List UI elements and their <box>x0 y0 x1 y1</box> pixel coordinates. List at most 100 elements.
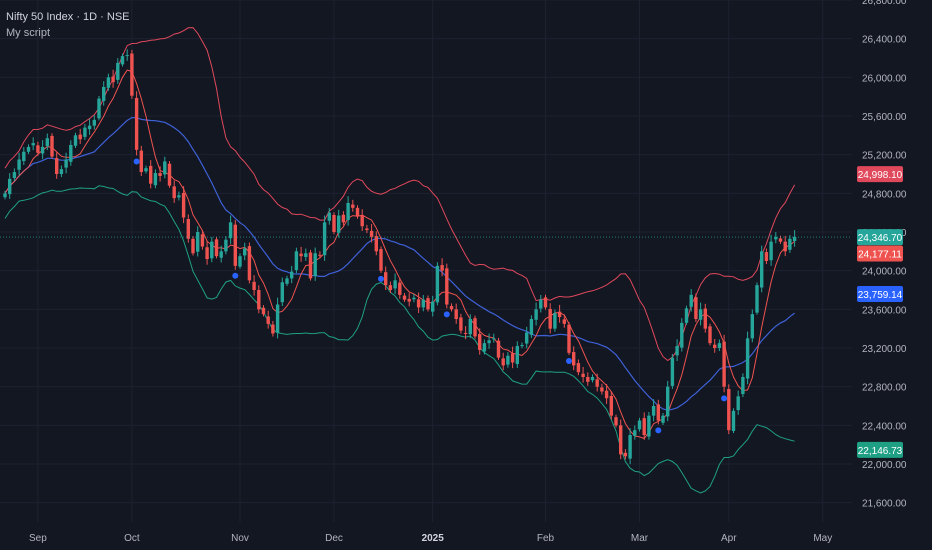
signal-dot <box>378 275 384 282</box>
candle-body <box>26 146 31 152</box>
candle-body <box>17 159 21 170</box>
candle-body <box>727 388 731 431</box>
candle-body <box>661 415 665 423</box>
candle-body <box>64 159 68 168</box>
candle-body <box>407 298 411 302</box>
candle-body <box>642 418 646 435</box>
candle-body <box>172 186 176 199</box>
candle-body <box>280 282 284 303</box>
candle-body <box>543 297 548 308</box>
x-tick-label: Sep <box>29 533 47 544</box>
candle-body <box>87 125 92 130</box>
candle-body <box>534 309 538 320</box>
candle-body <box>247 246 252 281</box>
signal-dot <box>721 395 728 402</box>
candle-body <box>487 340 491 344</box>
candle-body <box>614 417 618 426</box>
candle-body <box>656 404 660 421</box>
candle-body <box>633 430 637 436</box>
candle-body <box>398 282 402 295</box>
candle-body <box>783 241 787 252</box>
y-tick-label: 23,200.00 <box>862 344 907 355</box>
candle-body <box>139 150 143 173</box>
candle-body <box>191 238 195 254</box>
x-tick-label: Mar <box>631 533 649 544</box>
candle-body <box>379 249 383 271</box>
candle-body <box>31 143 35 146</box>
candle-body <box>708 326 712 344</box>
candle-body <box>604 390 609 399</box>
candle-body <box>468 319 472 335</box>
candle-body <box>120 56 125 65</box>
candle-body <box>271 324 275 334</box>
candle-body <box>177 195 181 198</box>
grid-lines <box>0 0 852 522</box>
candle-body <box>313 253 317 277</box>
candlesticks <box>3 49 797 465</box>
time-axis[interactable]: Sep Oct Nov Dec 2025 Feb Mar Apr May <box>29 533 832 544</box>
candle-body <box>196 232 200 252</box>
candle-body <box>623 452 628 457</box>
candle-body <box>482 343 487 352</box>
candle-body <box>327 212 331 221</box>
candle-body <box>590 377 595 381</box>
price-label-text: 23,759.14 <box>858 290 903 301</box>
price-label-text: 24,998.10 <box>858 170 903 181</box>
candle-body <box>651 406 656 416</box>
x-tick-label: May <box>813 533 832 544</box>
candle-body <box>506 355 510 365</box>
candle-body <box>576 363 581 373</box>
candle-body <box>224 239 228 252</box>
y-tick-label: 25,200.00 <box>862 151 907 162</box>
y-tick-label: 22,400.00 <box>862 421 907 432</box>
candle-body <box>515 346 519 365</box>
y-tick-label: 26,400.00 <box>862 35 907 46</box>
signal-dot <box>133 158 140 165</box>
candle-body <box>769 241 773 261</box>
candle-body <box>45 138 49 147</box>
y-tick-label: 21,600.00 <box>862 499 907 510</box>
price-axis[interactable]: 21,600.00 22,000.00 22,400.00 22,800.00 23,2… <box>862 0 907 510</box>
price-label-box <box>857 245 903 262</box>
candle-body <box>501 358 505 366</box>
candle-body <box>792 236 797 242</box>
indicator-name[interactable]: My script <box>6 27 50 39</box>
candle-body <box>628 435 632 459</box>
candle-body <box>233 224 237 266</box>
candle-body <box>698 309 703 320</box>
price-label-box <box>857 229 903 246</box>
x-tick-label: Apr <box>721 533 737 544</box>
candle-body <box>210 241 214 259</box>
candle-body <box>459 317 463 331</box>
x-tick-label: 2025 <box>422 533 445 544</box>
upper-band-line <box>4 27 796 362</box>
y-tick-label: 23,600.00 <box>862 305 907 316</box>
candle-body <box>510 353 515 363</box>
candle-body <box>40 146 45 154</box>
candle-body <box>369 230 374 237</box>
candle-body <box>3 193 7 198</box>
y-tick-label: 24,800.00 <box>862 189 907 200</box>
candle-body <box>158 173 162 176</box>
signal-dot <box>232 272 239 279</box>
candle-body <box>285 278 289 284</box>
candle-body <box>228 222 233 239</box>
candle-body <box>609 395 613 416</box>
candle-body <box>619 425 623 455</box>
candle-body <box>675 346 679 356</box>
candle-body <box>431 301 435 312</box>
chart-legend: Nifty 50 Index · 1D · NSE My script <box>6 9 130 41</box>
candle-body <box>308 252 313 279</box>
candle-body <box>8 178 12 195</box>
candle-body <box>670 357 675 386</box>
candle-body <box>684 308 689 323</box>
candle-body <box>473 318 477 337</box>
candle-body <box>760 251 764 288</box>
candle-body <box>337 215 341 233</box>
candle-body <box>153 173 158 186</box>
y-tick-label: 24,000.00 <box>862 267 907 278</box>
symbol-title[interactable]: Nifty 50 Index · 1D · NSE <box>6 11 130 23</box>
candle-body <box>572 352 576 366</box>
price-label-text: 24,177.11 <box>858 250 902 261</box>
